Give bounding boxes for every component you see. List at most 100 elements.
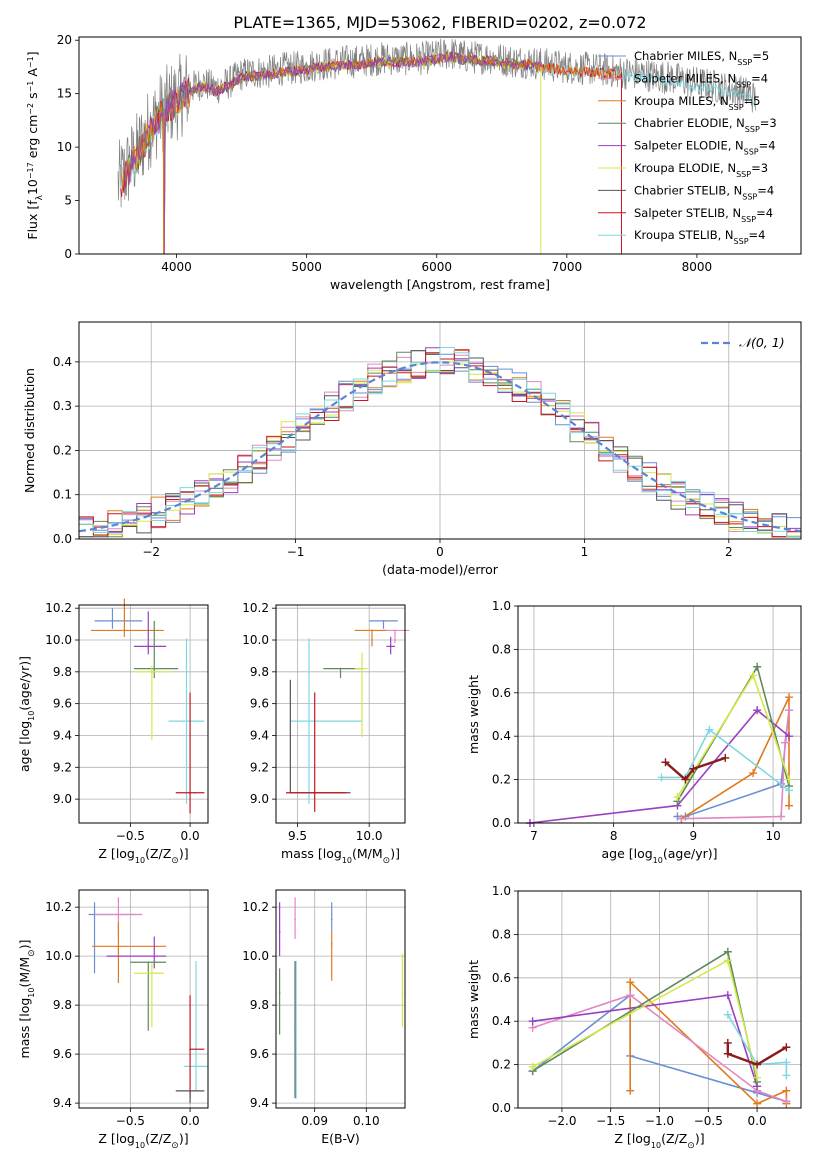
x-tick-label: −0.5 [116, 1114, 145, 1128]
legend-entry: Kroupa ELODIE, NSSP=3 [634, 161, 768, 179]
weight-marker [785, 786, 794, 795]
x-axis-label: (data-model)/error [382, 562, 499, 577]
y-tick-label: 10.0 [45, 949, 72, 963]
y-tick-label: 9.8 [53, 665, 72, 679]
weight-marker [723, 991, 732, 1000]
y-tick-label: 0.0 [53, 532, 72, 546]
weight-marker [723, 1038, 732, 1047]
y-tick-label: 10.2 [242, 601, 269, 615]
legend-entry: Chabrier MILES, NSSP=5 [634, 49, 769, 67]
data-point [150, 972, 153, 975]
data-point [361, 667, 363, 670]
weight-line-7 [664, 756, 726, 782]
x-tick-label: 0.0 [181, 1114, 200, 1128]
plot-area-age-mass [286, 620, 410, 812]
legend-entry: Kroupa STELIB, NSSP=4 [634, 228, 765, 246]
axes-frame [78, 604, 209, 824]
weight-marker [753, 662, 762, 671]
weight-marker [777, 812, 786, 821]
weight-marker [782, 1043, 791, 1052]
weight-marker [673, 792, 682, 801]
y-tick-label: 15 [57, 87, 72, 101]
weight-marker [782, 1071, 791, 1080]
y-tick-label: 0.0 [492, 816, 511, 830]
data-point [294, 918, 296, 921]
y-tick-label: 9.8 [250, 998, 269, 1012]
x-tick-label: 0.09 [301, 1114, 328, 1128]
x-tick-label: 9.5 [288, 829, 307, 843]
weight-marker [785, 706, 794, 715]
y-axis-label: age [log10(age/yr)] [17, 656, 36, 772]
weight-marker [753, 706, 762, 715]
y-tick-label: 10 [57, 140, 72, 154]
chart-weight-age: 7 8 9 10 0.0 0.2 0.4 0.6 0.8 1.0 age [log10(age/yr… [466, 599, 802, 865]
weight-marker [753, 1060, 762, 1069]
y-tick-label: 10.0 [45, 633, 72, 647]
y-tick-label: 0.2 [53, 443, 72, 457]
x-tick-label: 4000 [161, 260, 192, 274]
model-line-2 [120, 51, 622, 255]
x-axis-label: Z [log10(Z/Z⊙)] [98, 846, 188, 866]
weight-marker [721, 753, 730, 762]
chart-age-mass: 9.5 10.0 9.0 9.2 9.4 9.6 9.8 10.0 10.2 mass [log1… [242, 601, 410, 866]
weight-line-2 [681, 710, 790, 820]
x-tick-label: 10 [765, 829, 780, 843]
x-axis-label: mass [log10(M/M⊙)] [281, 846, 400, 866]
histogram-6 [79, 350, 801, 538]
data-point [339, 667, 342, 670]
weight-marker [785, 801, 794, 810]
weight-marker [723, 956, 732, 965]
legend-entry: Salpeter STELIB, NSSP=4 [634, 206, 773, 224]
data-point [389, 645, 392, 648]
plot-area-mass-metallicity [88, 897, 208, 1104]
y-axis-label: mass [log10(M/M⊙)] [17, 940, 37, 1059]
weight-marker [785, 732, 794, 741]
x-tick-label: −2.0 [547, 1114, 576, 1128]
y-tick-label: 1.0 [492, 884, 511, 898]
weight-marker [753, 1099, 762, 1108]
legend-entry: Salpeter ELODIE, NSSP=4 [634, 139, 776, 157]
x-tick-label: 6000 [421, 260, 452, 274]
axes-frame [275, 889, 406, 1109]
y-tick-label: 0.6 [492, 971, 511, 985]
data-point [382, 620, 385, 622]
x-tick-label: 0.10 [353, 1114, 380, 1128]
y-tick-label: 0.3 [53, 399, 72, 413]
data-point [330, 918, 333, 921]
chart-mass-extinction: 0.09 0.10 9.4 9.6 9.8 10.0 10.2 E(B-V) [242, 889, 406, 1146]
y-tick-label: 0.0 [492, 1101, 511, 1115]
weight-marker [661, 758, 670, 767]
x-axis-label: Z [log10(Z/Z⊙)] [614, 1131, 704, 1151]
x-axis-label: Z [log10(Z/Z⊙)] [98, 1131, 188, 1151]
y-tick-label: 5 [64, 194, 72, 208]
y-tick-label: 0.1 [53, 488, 72, 502]
weight-marker [681, 775, 690, 784]
data-point [153, 955, 156, 958]
axes-frame [517, 605, 802, 824]
y-tick-label: 9.4 [250, 728, 269, 742]
chart-mass-metallicity: −0.5 0.0 9.4 9.6 9.8 10.0 10.2 Z [log10(Z/Z⊙)] m… [17, 889, 209, 1151]
legend-entry: Chabrier STELIB, NSSP=4 [634, 183, 774, 201]
x-tick-label: −0.5 [694, 1114, 723, 1128]
x-tick-label: 7 [530, 829, 538, 843]
x-tick-label: 7000 [552, 260, 583, 274]
y-tick-label: 9.2 [250, 760, 269, 774]
weight-line-6 [727, 1014, 788, 1076]
weight-marker [705, 725, 714, 734]
y-tick-label: 9.0 [250, 792, 269, 806]
data-point [371, 629, 373, 632]
data-point [278, 991, 281, 994]
y-tick-label: 0.4 [492, 729, 511, 743]
x-tick-label: −1.5 [596, 1114, 625, 1128]
y-tick-label: 10.2 [242, 900, 269, 914]
y-tick-label: 0.6 [492, 686, 511, 700]
model-line-4 [120, 52, 622, 255]
data-point [189, 791, 191, 794]
x-tick-label: 0.0 [748, 1114, 767, 1128]
weight-line-2 [532, 994, 787, 1103]
y-tick-label: 9.4 [250, 1096, 269, 1110]
legend-entry: Kroupa MILES, NSSP=5 [634, 94, 760, 112]
y-tick-label: 9.6 [53, 697, 72, 711]
y-tick-label: 10.2 [45, 900, 72, 914]
